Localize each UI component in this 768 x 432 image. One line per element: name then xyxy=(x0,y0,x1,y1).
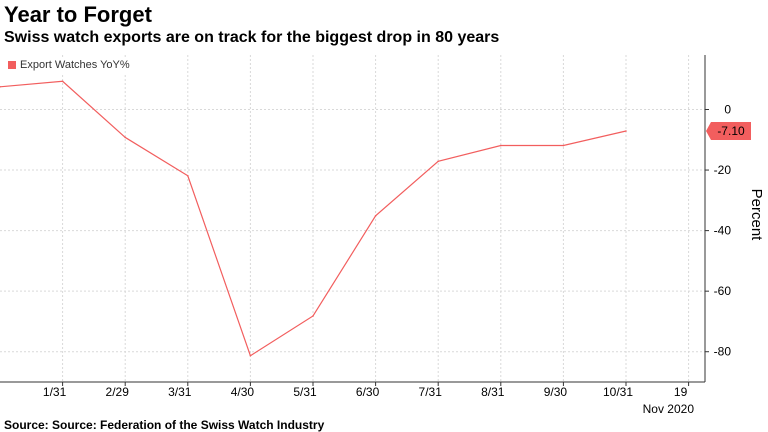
y-tick-label: -80 xyxy=(714,345,732,359)
data-point xyxy=(562,144,565,147)
data-point xyxy=(500,144,502,147)
legend: Export Watches YoY% xyxy=(2,57,136,73)
x-tick-label: 9/30 xyxy=(544,385,568,399)
chart-subtitle: Swiss watch exports are on track for the… xyxy=(4,29,500,46)
x-tick-label: 8/31 xyxy=(481,385,505,399)
last-value-label: -7.10 xyxy=(717,124,745,138)
source-note: Source: Source: Federation of the Swiss … xyxy=(4,418,325,432)
series-line xyxy=(0,80,627,357)
x-tick-label: 6/30 xyxy=(356,385,380,399)
legend-swatch xyxy=(8,61,16,69)
data-point xyxy=(124,136,126,139)
y-tick-label: -40 xyxy=(714,224,732,238)
y-axis-title: Percent xyxy=(748,189,765,242)
legend-label: Export Watches YoY% xyxy=(20,59,130,71)
y-tick-label: -20 xyxy=(714,163,732,177)
data-point xyxy=(625,130,627,132)
last-value-tag xyxy=(706,121,751,140)
data-point xyxy=(187,175,189,177)
data-point xyxy=(374,214,377,217)
x-tick-label: 4/30 xyxy=(231,385,255,399)
x-tick-label: 19 xyxy=(674,385,688,399)
data-point xyxy=(61,80,64,83)
chart-title: Year to Forget xyxy=(4,2,152,27)
x-tick-label: 10/31 xyxy=(603,385,633,399)
x-tick-label: 1/31 xyxy=(43,385,67,399)
data-point xyxy=(312,315,314,317)
x-tick-label: 2/29 xyxy=(106,385,130,399)
x-tick-label: 7/31 xyxy=(419,385,443,399)
x-secondary-label: Nov 2020 xyxy=(643,402,695,416)
x-tick-label: 3/31 xyxy=(168,385,192,399)
data-point xyxy=(249,354,252,357)
data-point xyxy=(0,85,1,88)
y-tick-label: 0 xyxy=(724,103,731,117)
x-tick-label: 5/31 xyxy=(293,385,317,399)
y-tick-label: -60 xyxy=(714,284,732,298)
data-point xyxy=(437,160,440,163)
